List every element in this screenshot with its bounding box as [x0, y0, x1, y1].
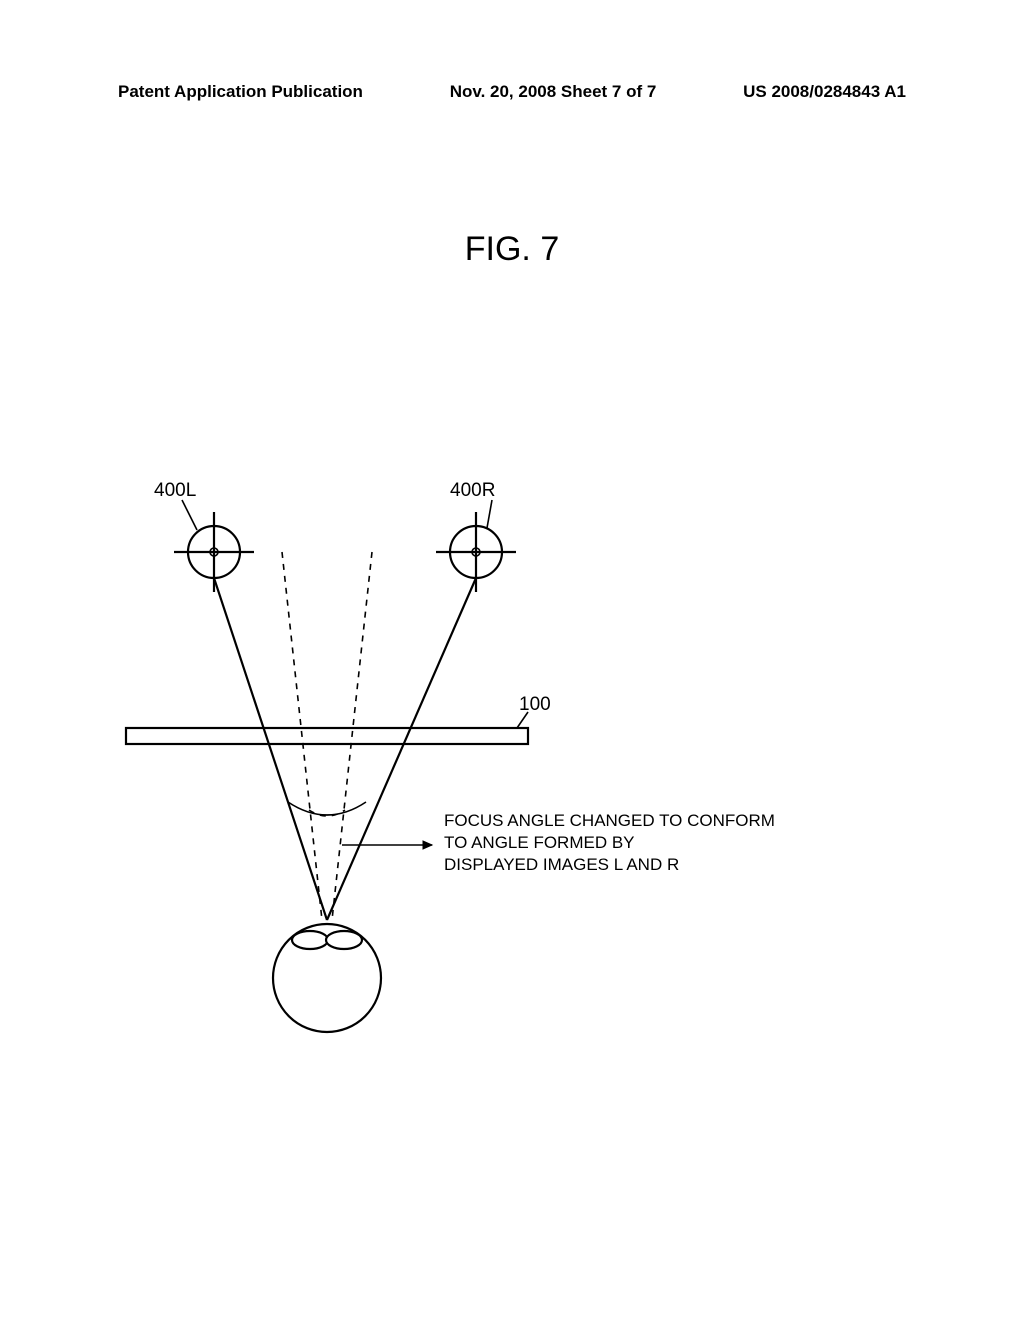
header-right: US 2008/0284843 A1 [743, 82, 906, 102]
desc-line-3: DISPLAYED IMAGES L AND R [444, 854, 775, 876]
page-header: Patent Application Publication Nov. 20, … [0, 82, 1024, 102]
figure-diagram: 400L 400R 100 FOCUS ANGLE CHANGED TO CON… [112, 480, 912, 1080]
focus-angle-description: FOCUS ANGLE CHANGED TO CONFORM TO ANGLE … [444, 810, 775, 875]
page: Patent Application Publication Nov. 20, … [0, 0, 1024, 1320]
header-center: Nov. 20, 2008 Sheet 7 of 7 [450, 82, 657, 102]
label-100: 100 [519, 694, 551, 716]
label-400r: 400R [450, 480, 495, 502]
figure-title: FIG. 7 [0, 230, 1024, 269]
diagram-svg [112, 480, 912, 1080]
label-400l: 400L [154, 480, 196, 502]
desc-line-1: FOCUS ANGLE CHANGED TO CONFORM [444, 810, 775, 832]
header-left: Patent Application Publication [118, 82, 363, 102]
desc-line-2: TO ANGLE FORMED BY [444, 832, 775, 854]
